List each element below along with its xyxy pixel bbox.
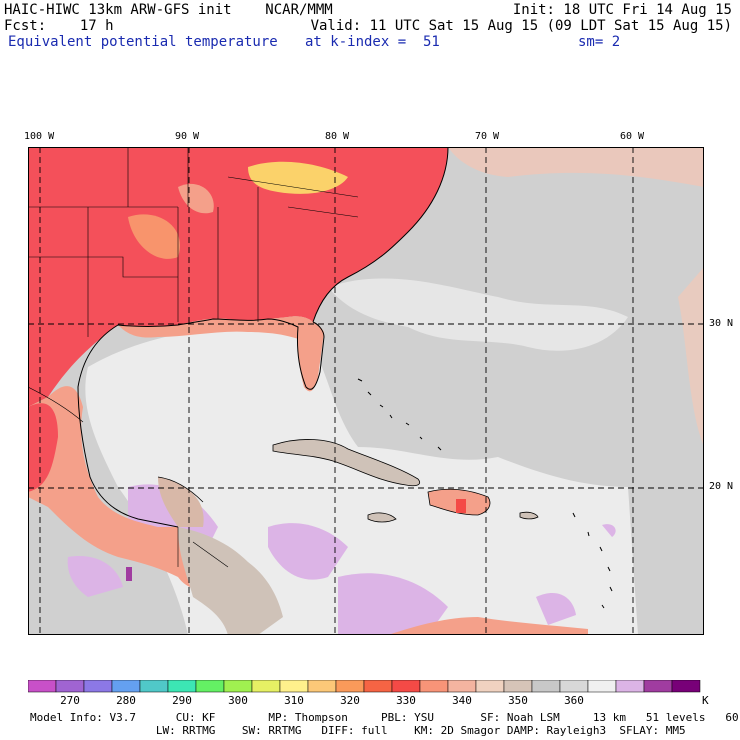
lon-label-70w: 70 W xyxy=(475,131,500,142)
colorbar-tick-label: 350 xyxy=(508,694,528,707)
colorbar-tick-label: 280 xyxy=(116,694,136,707)
colorbar-tick-label: 290 xyxy=(172,694,192,707)
colorbar-tick-label: 310 xyxy=(284,694,304,707)
colorbar-swatch xyxy=(419,680,449,693)
model-info-line1: Model Info: V3.7 CU: KF MP: Thompson PBL… xyxy=(30,711,740,724)
gulf-coastline xyxy=(77,318,325,528)
colorbar-swatch xyxy=(615,680,645,693)
colorbar-swatch xyxy=(55,680,85,693)
lat-label-20n: 20 N xyxy=(709,481,734,492)
init-time: Init: 18 UTC Fri 14 Aug 15 xyxy=(512,2,732,18)
us-land xyxy=(28,147,448,407)
map-frame xyxy=(28,147,704,635)
colorbar-unit: K xyxy=(702,694,709,707)
valid-time: Valid: 11 UTC Sat 15 Aug 15 (09 LDT Sat … xyxy=(310,18,732,34)
colorbar-swatch xyxy=(391,680,421,693)
colorbar-swatch xyxy=(167,680,197,693)
colorbar-swatch xyxy=(587,680,617,693)
field-name: Equivalent potential temperature xyxy=(8,34,278,50)
smoothing-label: sm= 2 xyxy=(578,34,621,50)
cold-patch xyxy=(536,593,576,625)
central-america xyxy=(178,527,283,635)
cold-patch xyxy=(338,573,448,635)
colorbar-swatch xyxy=(111,680,141,693)
colorbar-swatch xyxy=(251,680,281,693)
small-islands xyxy=(357,378,613,609)
us-east-coastline xyxy=(312,147,449,323)
colorbar-tick-label: 340 xyxy=(452,694,472,707)
lon-label-90w: 90 W xyxy=(175,131,200,142)
colorbar-swatch xyxy=(139,680,169,693)
colorbar-swatch xyxy=(28,680,57,693)
colorbar-swatch xyxy=(83,680,113,693)
state-borders xyxy=(28,147,359,337)
colorbar-swatch xyxy=(531,680,561,693)
cold-patch xyxy=(268,523,348,580)
theta-e-map xyxy=(28,147,704,635)
colorbar-tick-label: 270 xyxy=(60,694,80,707)
colorbar-swatch xyxy=(643,680,673,693)
puerto-rico xyxy=(519,511,539,520)
mexico-warm xyxy=(28,403,58,492)
hot-patch xyxy=(248,161,348,194)
lon-label-60w: 60 W xyxy=(620,131,645,142)
lon-label-80w: 80 W xyxy=(325,131,350,142)
cold-patch xyxy=(128,487,136,499)
colorbar-tick-label: 360 xyxy=(564,694,584,707)
yucatan xyxy=(158,477,204,527)
warm-patch xyxy=(178,183,214,214)
south-america xyxy=(388,617,588,635)
colorbar-swatch xyxy=(363,680,393,693)
cold-patch xyxy=(602,524,616,537)
colorbar-swatch xyxy=(447,680,477,693)
warm-ocean-band xyxy=(678,267,704,447)
warm-ocean-band xyxy=(448,147,704,187)
level-label: at k-index = 51 xyxy=(305,34,440,50)
jamaica xyxy=(367,512,397,523)
graticule xyxy=(28,147,704,635)
florida xyxy=(297,317,324,392)
cold-patch xyxy=(67,556,123,597)
title-line: HAIC-HIWC 13km ARW-GFS init NCAR/MMM xyxy=(4,2,333,18)
colorbar-swatch xyxy=(223,680,253,693)
colorbar-tick-label: 320 xyxy=(340,694,360,707)
lat-label-30n: 30 N xyxy=(709,318,734,329)
colorbar-swatch xyxy=(503,680,533,693)
colorbar-swatch xyxy=(195,680,225,693)
colorbar-swatch xyxy=(335,680,365,693)
colorbar-swatch xyxy=(671,680,701,693)
atlantic-light-region xyxy=(328,278,628,351)
forecast-hour: Fcst: 17 h xyxy=(4,18,114,34)
lon-label-100w: 100 W xyxy=(24,131,55,142)
colorbar-swatch xyxy=(279,680,309,693)
colorbar-swatch xyxy=(307,680,337,693)
cuba xyxy=(272,439,421,487)
model-info-line2: LW: RRTMG SW: RRTMG DIFF: full KM: 2D Sm… xyxy=(30,724,686,737)
national-borders xyxy=(28,386,229,568)
yucatan-coast xyxy=(157,476,204,503)
warm-patch xyxy=(128,214,180,259)
colorbar-tick-label: 300 xyxy=(228,694,248,707)
hispaniola-hot xyxy=(456,499,466,513)
colorbar: 270 280 290 300 310 320 330 340 350 360 K xyxy=(28,680,709,707)
colorbar-swatch xyxy=(559,680,589,693)
colorbar-swatch xyxy=(475,680,505,693)
colorbar-tick-label: 330 xyxy=(396,694,416,707)
cold-core xyxy=(126,567,132,581)
